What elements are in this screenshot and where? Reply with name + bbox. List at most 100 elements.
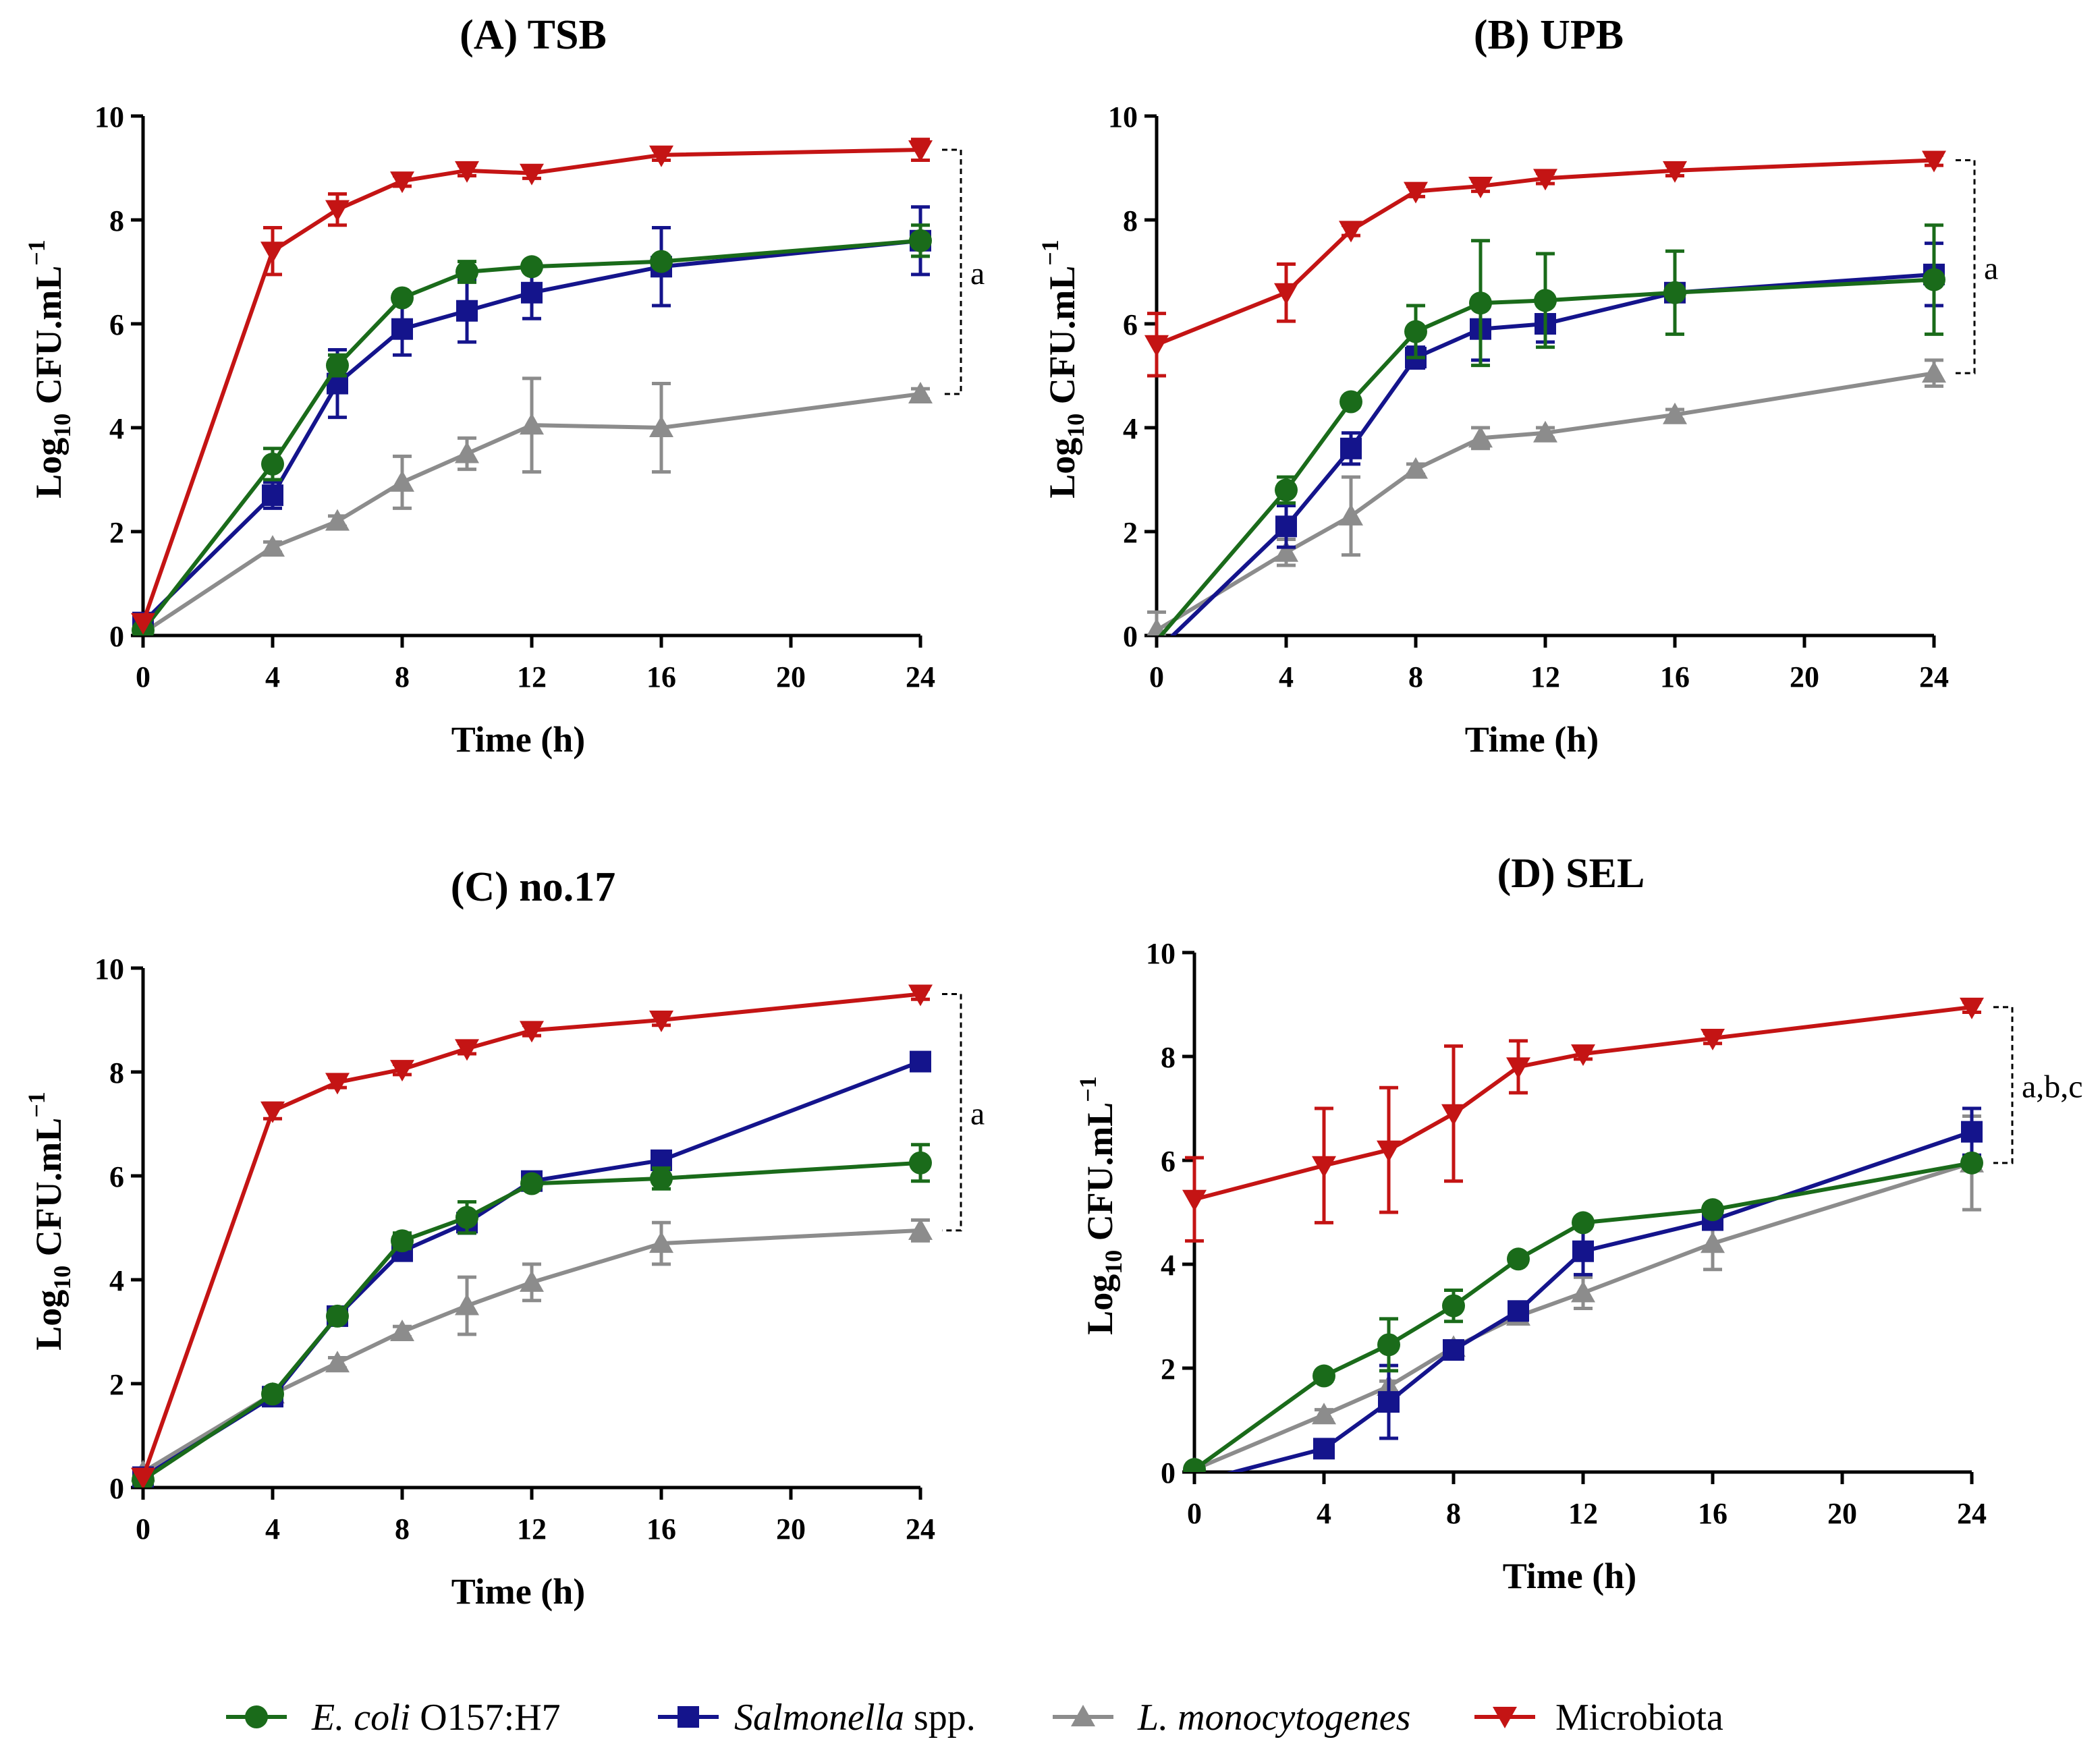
data-point-salmonella <box>1508 1300 1529 1322</box>
x-tick-label: 8 <box>1446 1497 1461 1530</box>
significance-label: a,b,c <box>2022 1069 2083 1104</box>
data-point-listeria <box>1339 503 1363 526</box>
y-tick-label: 8 <box>1161 1041 1176 1074</box>
data-point-salmonella <box>910 1050 931 1073</box>
significance-bracket <box>1956 159 1976 374</box>
y-axis-label: Log10 CFU.mL−1 <box>1037 239 1089 499</box>
x-tick-label: 16 <box>1660 660 1690 694</box>
series-listeria <box>131 1218 933 1481</box>
data-point-ecoli <box>391 286 414 310</box>
x-tick-label: 12 <box>1530 660 1560 694</box>
x-tick-label: 12 <box>1568 1497 1598 1530</box>
data-point-microbiota <box>649 145 673 167</box>
series-ecoli <box>1183 1151 1983 1472</box>
x-tick-label: 16 <box>646 660 676 694</box>
y-tick-label: 4 <box>109 412 124 445</box>
y-tick-label: 0 <box>109 1472 124 1505</box>
data-point-ecoli <box>1572 1211 1595 1235</box>
data-point-microbiota <box>260 1101 285 1123</box>
data-point-salmonella <box>521 281 543 304</box>
x-tick-label: 16 <box>646 1513 676 1546</box>
y-axis-label: Log10 CFU.mL−1 <box>23 1092 76 1351</box>
series-line-ecoli <box>1193 1160 1972 1471</box>
data-point-microbiota <box>649 1011 673 1032</box>
data-point-ecoli <box>326 354 349 377</box>
data-point-ecoli <box>1960 1151 1983 1175</box>
series-line-listeria <box>142 391 921 635</box>
chart-title: (A) TSB <box>460 12 607 58</box>
data-point-ecoli <box>520 255 543 279</box>
y-axis-label: Log10 CFU.mL−1 <box>1074 1076 1127 1335</box>
series-line-listeria <box>1155 371 1935 632</box>
series-listeria <box>1146 358 1946 635</box>
legend-marker-ecoli <box>245 1705 268 1728</box>
y-tick-label: 4 <box>109 1264 124 1297</box>
data-point-salmonella <box>1961 1121 1983 1143</box>
data-point-microbiota <box>1922 150 1946 173</box>
y-tick-label: 2 <box>109 1368 124 1401</box>
data-point-microbiota <box>908 984 933 1007</box>
chart-title: (D) SEL <box>1497 851 1645 897</box>
data-point-microbiota <box>131 613 155 635</box>
data-point-salmonella <box>1443 1339 1464 1361</box>
y-tick-label: 10 <box>94 101 124 134</box>
series-line-ecoli <box>142 1160 921 1481</box>
y-tick-label: 2 <box>1161 1353 1176 1386</box>
legend-label-ecoli-italic: E. coli <box>311 1697 410 1739</box>
data-point-ecoli <box>455 260 478 283</box>
data-point-ecoli <box>1442 1294 1465 1318</box>
data-point-ecoli <box>1183 1458 1206 1472</box>
x-axis-label: Time (h) <box>1503 1556 1637 1596</box>
y-tick-label: 6 <box>1123 308 1138 341</box>
data-point-ecoli <box>1404 320 1427 343</box>
plot-area <box>131 984 933 1488</box>
x-tick-label: 4 <box>265 660 280 694</box>
y-tick-label: 0 <box>1123 620 1138 653</box>
y-tick-label: 8 <box>109 1056 124 1090</box>
data-point-ecoli <box>1507 1247 1530 1271</box>
data-point-listeria <box>1312 1403 1336 1425</box>
series-line-salmonella <box>1169 272 1935 635</box>
data-point-microbiota <box>1339 221 1363 243</box>
data-point-listeria <box>1922 361 1946 383</box>
significance-bracket <box>942 148 962 395</box>
data-point-ecoli <box>650 250 673 273</box>
x-tick-label: 8 <box>1408 660 1423 694</box>
x-tick-label: 20 <box>1790 660 1819 694</box>
y-tick-label: 6 <box>109 1160 124 1193</box>
svg-text:E. coli O157:H7: E. coli O157:H7 <box>311 1697 561 1739</box>
series-listeria <box>134 376 933 635</box>
data-point-salmonella <box>1313 1438 1335 1460</box>
data-point-microbiota <box>1377 1140 1401 1162</box>
data-point-listeria <box>1663 402 1687 424</box>
series-line-salmonella <box>141 238 921 624</box>
data-point-salmonella <box>262 484 283 507</box>
x-tick-label: 12 <box>517 1513 547 1546</box>
x-tick-label: 8 <box>395 1513 410 1546</box>
series-ecoli <box>132 223 932 635</box>
series-ecoli <box>1158 223 1945 635</box>
data-point-microbiota <box>390 1060 414 1082</box>
y-tick-label: 2 <box>109 516 124 549</box>
svg-text:L. monocytogenes: L. monocytogenes <box>1137 1697 1410 1739</box>
x-tick-label: 20 <box>776 1513 806 1546</box>
data-point-microbiota <box>325 1073 350 1095</box>
data-point-listeria <box>649 416 673 437</box>
data-point-ecoli <box>1469 291 1492 315</box>
x-tick-label: 24 <box>906 1513 935 1546</box>
data-point-listeria <box>260 535 285 557</box>
series-line-ecoli <box>141 238 921 632</box>
data-point-listeria <box>1146 618 1167 635</box>
x-tick-label: 16 <box>1698 1497 1728 1530</box>
x-axis-label: Time (h) <box>451 1571 586 1612</box>
data-point-salmonella <box>1340 437 1362 459</box>
data-point-microbiota <box>1441 1104 1466 1126</box>
data-point-microbiota <box>455 1039 479 1061</box>
data-point-listeria <box>1533 420 1557 443</box>
x-tick-label: 20 <box>1827 1497 1857 1530</box>
data-point-listeria <box>520 413 544 435</box>
legend-label-salmonella-plain: spp. <box>904 1697 976 1739</box>
